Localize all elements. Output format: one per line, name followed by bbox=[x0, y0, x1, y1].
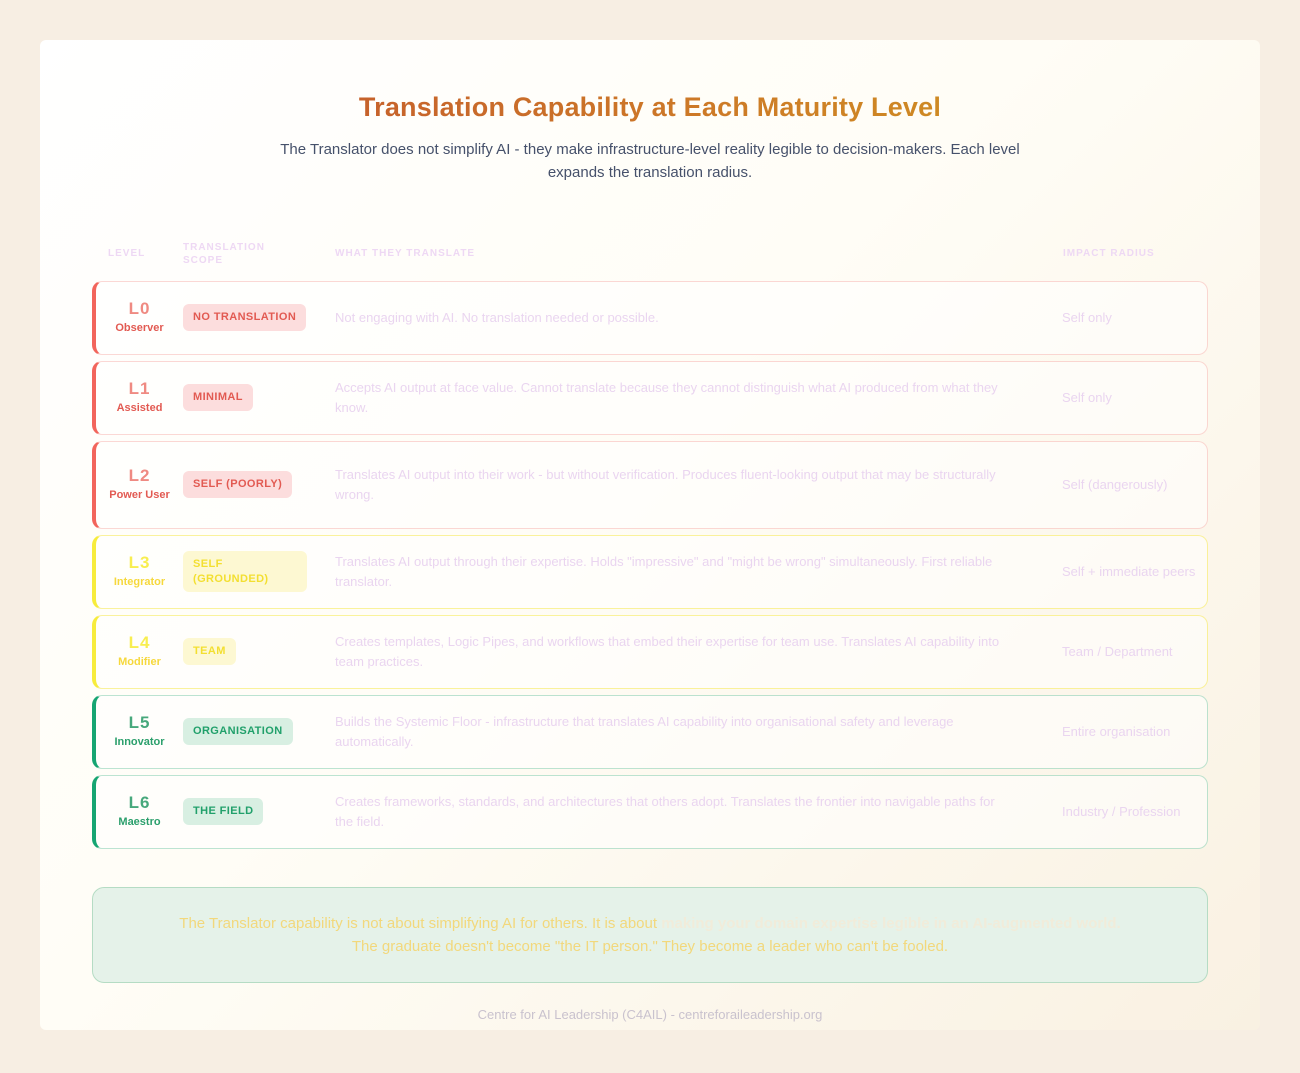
scope-badge: MINIMAL bbox=[183, 384, 253, 411]
page-subtitle: The Translator does not simplify AI - th… bbox=[280, 141, 1020, 182]
level-cell: L1 Assisted bbox=[96, 379, 183, 416]
scope-cell: ORGANISATION bbox=[183, 718, 335, 745]
level-name: Observer bbox=[115, 322, 164, 335]
level-code: L2 bbox=[128, 466, 151, 486]
description-cell: Translates AI output into their work - b… bbox=[335, 467, 996, 502]
level-code: L3 bbox=[128, 553, 151, 573]
level-name: Power User bbox=[109, 489, 170, 502]
scope-badge: ORGANISATION bbox=[183, 718, 293, 745]
table-row-l5: L5 Innovator ORGANISATION Builds the Sys… bbox=[92, 694, 1208, 769]
description-cell: Not engaging with AI. No translation nee… bbox=[335, 309, 659, 325]
level-cell: L5 Innovator bbox=[96, 713, 183, 750]
level-code: L1 bbox=[128, 379, 151, 399]
scope-badge: THE FIELD bbox=[183, 798, 264, 825]
level-code: L0 bbox=[128, 299, 151, 319]
scope-badge: SELF (POORLY) bbox=[183, 471, 293, 498]
callout-line-1: The Translator capability is not about s… bbox=[179, 914, 1121, 932]
main-panel: Translation Capability at Each Maturity … bbox=[40, 40, 1260, 1030]
maturity-table: L0 Observer NO TRANSLATION Not engaging … bbox=[92, 280, 1208, 849]
table-row-l4: L4 Modifier TEAM Creates templates, Logi… bbox=[92, 614, 1208, 689]
impact-radius-cell: Self + immediate peers bbox=[1062, 563, 1196, 579]
impact-radius-cell: Self (dangerously) bbox=[1062, 476, 1168, 492]
table-header-row: LEVEL TRANSLATION SCOPE WHAT THEY TRANSL… bbox=[96, 241, 1208, 281]
scope-cell: THE FIELD bbox=[183, 798, 335, 825]
scope-badge: NO TRANSLATION bbox=[183, 304, 307, 331]
level-name: Innovator bbox=[114, 736, 165, 749]
page-title: Translation Capability at Each Maturity … bbox=[92, 92, 1208, 123]
scope-cell: SELF (POORLY) bbox=[183, 471, 335, 498]
level-name: Assisted bbox=[116, 402, 163, 415]
level-code: L6 bbox=[128, 793, 151, 813]
callout-line-2: The graduate doesn't become "the IT pers… bbox=[351, 937, 949, 955]
scope-cell: NO TRANSLATION bbox=[183, 304, 335, 331]
impact-radius-cell: Self only bbox=[1062, 389, 1112, 405]
level-code: L4 bbox=[128, 633, 151, 653]
scope-cell: MINIMAL bbox=[183, 384, 335, 411]
scope-cell: TEAM bbox=[183, 638, 335, 665]
scope-badge: SELF (GROUNDED) bbox=[183, 550, 307, 593]
table-row-l1: L1 Assisted MINIMAL Accepts AI output at… bbox=[92, 360, 1208, 435]
column-header-level: LEVEL bbox=[108, 248, 146, 259]
table-row-l0: L0 Observer NO TRANSLATION Not engaging … bbox=[92, 280, 1208, 355]
callout-emphasis: making your domain expertise legible in … bbox=[661, 914, 1121, 932]
impact-radius-cell: Self only bbox=[1062, 309, 1112, 325]
description-cell: Builds the Systemic Floor - infrastructu… bbox=[335, 714, 954, 749]
impact-radius-cell: Entire organisation bbox=[1062, 723, 1171, 739]
level-cell: L6 Maestro bbox=[96, 793, 183, 830]
summary-callout: The Translator capability is not about s… bbox=[92, 886, 1208, 983]
description-cell: Creates frameworks, standards, and archi… bbox=[335, 794, 995, 829]
scope-cell: SELF (GROUNDED) bbox=[183, 550, 335, 593]
level-code: L5 bbox=[128, 713, 151, 733]
level-name: Integrator bbox=[113, 576, 166, 589]
scope-badge: TEAM bbox=[183, 638, 236, 665]
level-cell: L0 Observer bbox=[96, 299, 183, 336]
description-cell: Accepts AI output at face value. Cannot … bbox=[335, 380, 998, 415]
level-name: Maestro bbox=[118, 816, 161, 829]
description-cell: Translates AI output through their exper… bbox=[335, 554, 993, 589]
description-cell: Creates templates, Logic Pipes, and work… bbox=[335, 634, 1000, 669]
column-header-impact-radius: IMPACT RADIUS bbox=[1063, 248, 1155, 259]
column-header-what-they-translate: WHAT THEY TRANSLATE bbox=[335, 248, 476, 259]
footer-attribution: Centre for AI Leadership (C4AIL) - centr… bbox=[477, 1007, 823, 1022]
impact-radius-cell: Team / Department bbox=[1062, 643, 1173, 659]
column-header-translation-scope: TRANSLATION SCOPE bbox=[183, 241, 265, 266]
impact-radius-cell: Industry / Profession bbox=[1062, 803, 1181, 819]
level-cell: L2 Power User bbox=[96, 466, 183, 503]
level-name: Modifier bbox=[118, 656, 161, 669]
level-cell: L3 Integrator bbox=[96, 553, 183, 590]
table-row-l6: L6 Maestro THE FIELD Creates frameworks,… bbox=[92, 774, 1208, 849]
table-row-l3: L3 Integrator SELF (GROUNDED) Translates… bbox=[92, 534, 1208, 609]
level-cell: L4 Modifier bbox=[96, 633, 183, 670]
table-row-l2: L2 Power User SELF (POORLY) Translates A… bbox=[92, 440, 1208, 529]
